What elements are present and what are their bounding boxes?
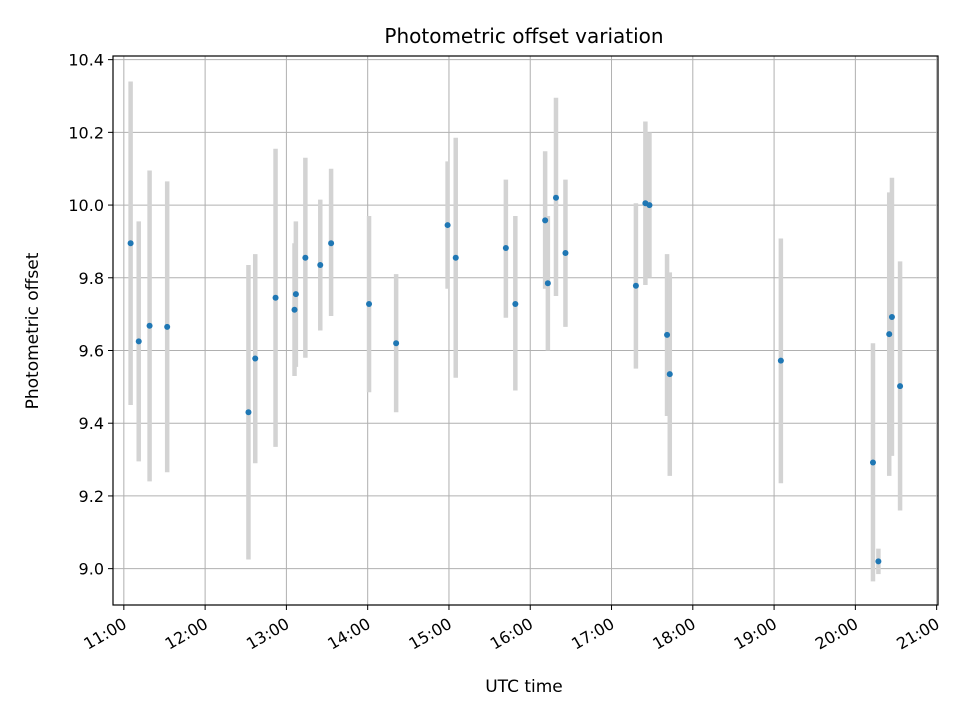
x-axis-label: UTC time	[485, 677, 563, 697]
data-point	[292, 291, 299, 298]
data-points	[127, 194, 904, 565]
data-point	[666, 371, 673, 378]
data-point	[544, 280, 551, 287]
data-point	[252, 355, 259, 362]
y-tick-label: 9.6	[79, 341, 104, 360]
y-tick-label: 9.2	[79, 487, 104, 506]
data-point	[562, 250, 569, 257]
data-point	[317, 262, 324, 269]
data-point	[502, 244, 509, 251]
data-point	[897, 383, 904, 390]
y-tick-label: 10.2	[68, 123, 104, 142]
y-tick-label: 10.4	[68, 51, 104, 70]
data-point	[444, 222, 451, 229]
data-point	[452, 254, 459, 261]
y-axis-label: Photometric offset	[23, 252, 43, 409]
data-point	[875, 558, 882, 565]
data-point	[632, 282, 639, 289]
data-point	[888, 314, 895, 321]
y-tick-label: 9.4	[79, 414, 104, 433]
plot-frame	[112, 55, 939, 606]
data-point	[512, 300, 519, 307]
data-point	[127, 240, 134, 247]
chart-title: Photometric offset variation	[384, 24, 663, 48]
data-point	[552, 194, 559, 201]
data-point	[393, 340, 400, 347]
grid-lines	[113, 56, 938, 605]
data-point	[164, 323, 171, 330]
data-point	[146, 322, 153, 329]
y-tick-label: 10.0	[68, 196, 104, 215]
y-tick-label: 9.0	[79, 560, 104, 579]
data-point	[366, 300, 373, 307]
y-tick-label: 9.8	[79, 269, 104, 288]
data-point	[328, 240, 335, 247]
data-point	[869, 459, 876, 466]
y-axis-ticks: 9.0 9.2 9.4 9.6 9.8 10.0 10.2 10.4	[68, 51, 113, 579]
data-point	[664, 331, 671, 338]
data-point	[245, 409, 252, 416]
data-point	[135, 338, 142, 345]
data-point	[272, 294, 279, 301]
data-point	[886, 331, 893, 338]
data-point	[646, 202, 653, 209]
data-point	[542, 217, 549, 224]
data-point	[291, 306, 298, 313]
data-point	[777, 357, 784, 364]
data-point	[302, 254, 309, 261]
